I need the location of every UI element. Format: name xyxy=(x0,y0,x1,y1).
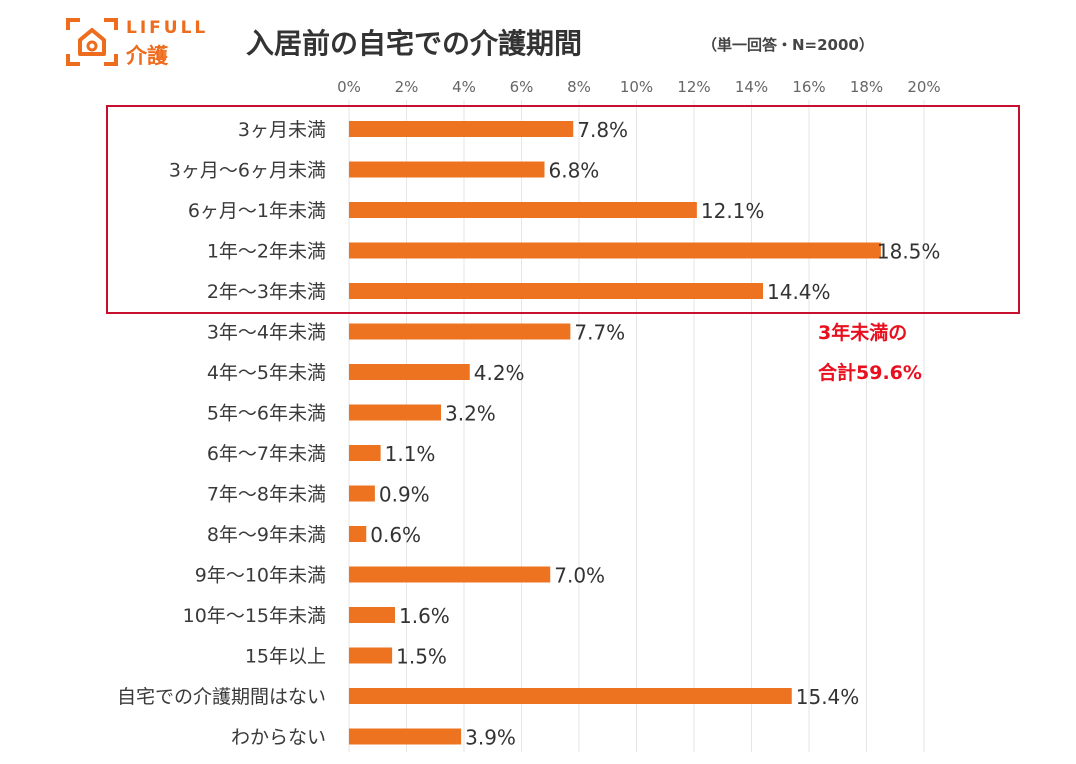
x-tick-label: 12% xyxy=(677,78,710,96)
value-label: 15.4% xyxy=(796,685,860,709)
bar xyxy=(349,728,462,745)
value-label: 7.8% xyxy=(577,118,628,142)
value-label: 12.1% xyxy=(701,199,765,223)
bar xyxy=(349,283,763,299)
logo-wordmark: LIFULL xyxy=(126,18,209,38)
value-label: 7.0% xyxy=(554,564,605,588)
category-label: 7年〜8年未満 xyxy=(207,484,326,506)
bar xyxy=(349,607,395,623)
x-tick-label: 14% xyxy=(735,78,768,96)
bar xyxy=(349,121,574,137)
value-label: 0.6% xyxy=(370,523,421,547)
x-tick-label: 10% xyxy=(620,78,653,96)
value-label: 0.9% xyxy=(379,483,430,507)
bars xyxy=(349,121,881,745)
category-label: 3ヶ月〜6ヶ月未満 xyxy=(169,160,326,182)
value-label: 7.7% xyxy=(574,321,625,345)
annotation-line-1: 3年未満の xyxy=(818,322,908,344)
category-label: 1年〜2年未満 xyxy=(207,241,326,263)
bar xyxy=(349,161,545,178)
category-label: 4年〜5年未満 xyxy=(207,362,326,384)
annotation-line-2: 合計59.6% xyxy=(818,362,922,384)
category-label: 2年〜3年未満 xyxy=(207,281,326,303)
category-label: 3ヶ月未満 xyxy=(238,119,326,141)
value-label: 4.2% xyxy=(474,361,525,385)
x-tick-label: 16% xyxy=(792,78,825,96)
value-label: 1.1% xyxy=(385,442,436,466)
x-tick-label: 2% xyxy=(395,78,419,96)
bar xyxy=(349,647,393,664)
bar xyxy=(349,404,441,421)
bar xyxy=(349,323,571,340)
highlight-box xyxy=(106,105,1020,314)
bar xyxy=(349,242,881,259)
bar xyxy=(349,485,375,502)
category-label: 6ヶ月〜1年未満 xyxy=(188,200,326,222)
category-label: 自宅での介護期間はない xyxy=(117,686,326,708)
value-label: 1.6% xyxy=(399,604,450,628)
category-label: 6年〜7年未満 xyxy=(207,443,326,465)
value-labels: 7.8% 6.8% 12.1% 18.5% 14.4% 7.7% 4.2% 3.2% 1.1% 0… xyxy=(370,118,940,750)
house-bracket-icon xyxy=(66,18,118,66)
bar xyxy=(349,526,367,542)
category-label: 10年〜15年未満 xyxy=(183,605,326,627)
category-label: 3年〜4年未満 xyxy=(207,322,326,344)
x-tick-label: 0% xyxy=(337,78,361,96)
value-label: 1.5% xyxy=(396,645,447,669)
value-label: 18.5% xyxy=(877,240,941,264)
value-label: 3.9% xyxy=(465,726,516,750)
bar xyxy=(349,202,697,218)
category-label: 9年〜10年未満 xyxy=(195,565,326,587)
x-tick-label: 20% xyxy=(907,78,940,96)
bar xyxy=(349,445,381,461)
x-tick-label: 8% xyxy=(567,78,591,96)
x-tick-label: 6% xyxy=(510,78,534,96)
category-label: 5年〜6年未満 xyxy=(207,403,326,425)
value-label: 3.2% xyxy=(445,402,496,426)
category-label: 15年以上 xyxy=(245,646,326,668)
lifull-logo: LIFULL 介護 xyxy=(66,18,226,68)
value-label: 6.8% xyxy=(549,159,600,183)
bar xyxy=(349,364,470,380)
chart-title: 入居前の自宅での介護期間 xyxy=(246,27,583,60)
x-tick-label: 18% xyxy=(850,78,883,96)
x-axis-ticks: 0% 2% 4% 6% 8% 10% 12% 14% 16% 18% 20% xyxy=(337,78,941,96)
bar xyxy=(349,566,551,583)
category-label: 8年〜9年未満 xyxy=(207,524,326,546)
sample-note: （単一回答・N=2000） xyxy=(702,36,874,54)
bar xyxy=(349,688,792,704)
x-tick-label: 4% xyxy=(452,78,476,96)
category-label: わからない xyxy=(231,727,326,749)
logo-subtitle: 介護 xyxy=(126,44,168,68)
category-labels: 3ヶ月未満 3ヶ月〜6ヶ月未満 6ヶ月〜1年未満 1年〜2年未満 2年〜3年未満 3年〜4… xyxy=(117,119,326,749)
value-label: 14.4% xyxy=(767,280,831,304)
